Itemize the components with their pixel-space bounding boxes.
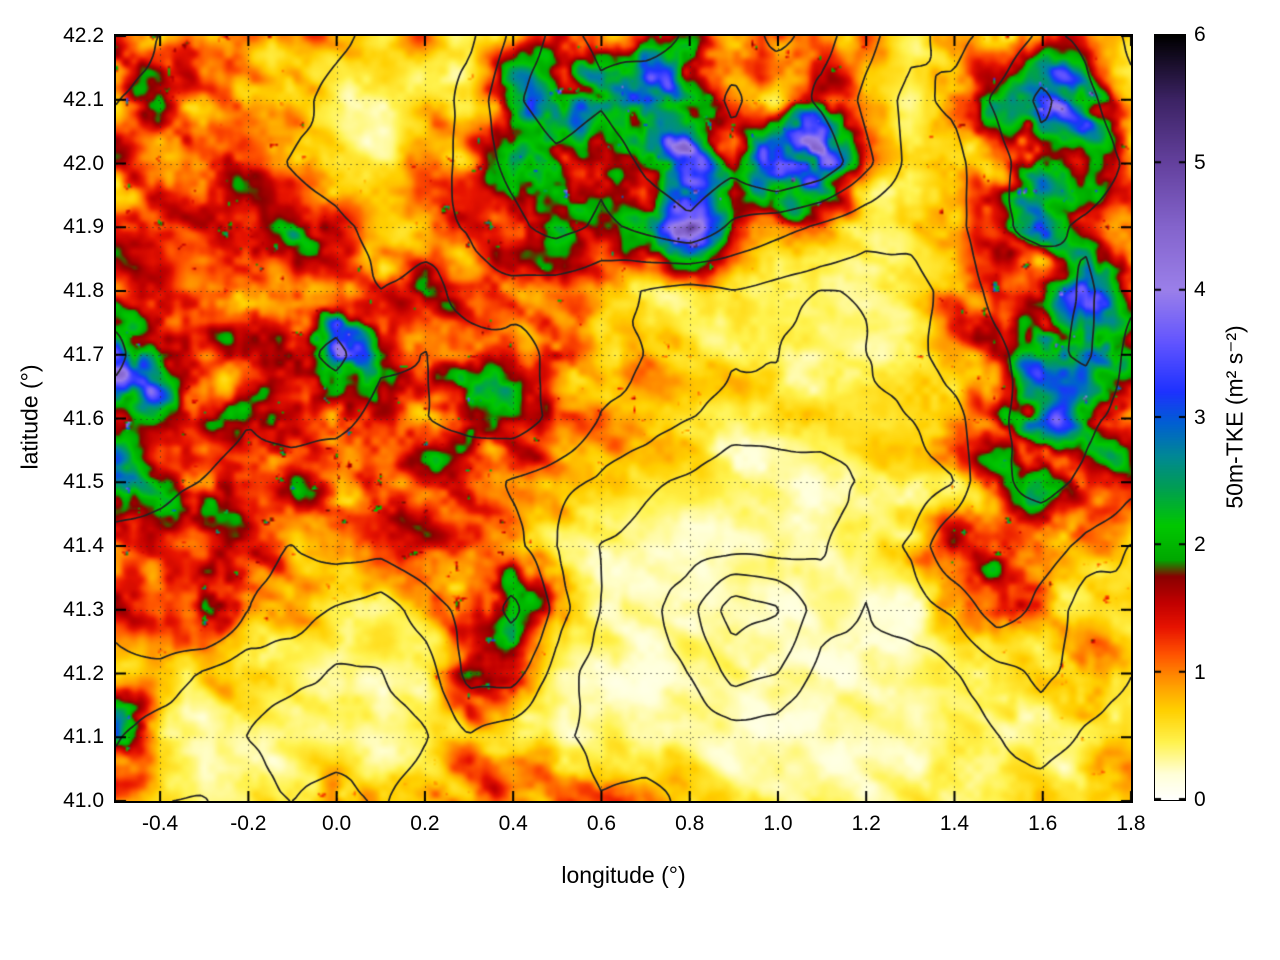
x-tick-label: 1.4	[939, 812, 970, 835]
colorbar-canvas	[1155, 35, 1185, 800]
y-tick-label: 42.2	[63, 24, 104, 47]
x-tick-label: 0.4	[498, 812, 528, 835]
y-tick-label: 41.8	[63, 279, 104, 302]
colorbar-tick-label: 3	[1194, 405, 1206, 429]
colorbar-tick-label: 6	[1194, 23, 1206, 46]
y-tick-label: 41.6	[63, 406, 104, 430]
x-tick-label: 0.0	[322, 812, 352, 835]
y-tick-label: 41.1	[63, 725, 104, 749]
x-tick-label: 1.0	[763, 812, 793, 835]
y-tick-label: 42.0	[63, 151, 104, 175]
y-tick-label: 41.3	[63, 597, 104, 621]
y-tick-label: 41.0	[63, 789, 104, 812]
y-axis-label: latitude (°)	[16, 364, 43, 470]
x-tick-label: 0.2	[410, 812, 440, 835]
colorbar-label: 50m-TKE (m² s⁻²)	[1221, 325, 1248, 509]
colorbar	[1154, 34, 1186, 801]
y-tick-label: 41.5	[63, 470, 104, 494]
y-tick-label: 42.1	[63, 87, 104, 111]
y-tick-label: 41.2	[63, 661, 104, 685]
x-tick-label: 0.6	[586, 812, 617, 835]
y-tick-label: 41.9	[63, 215, 104, 239]
x-tick-label: 1.2	[851, 812, 881, 835]
x-tick-label: 0.8	[675, 812, 705, 835]
y-tick-label: 41.4	[63, 534, 104, 557]
y-tick-label: 41.7	[63, 342, 104, 366]
colorbar-tick-label: 4	[1194, 278, 1206, 301]
plot-area	[114, 34, 1133, 803]
colorbar-tick-label: 1	[1194, 660, 1206, 684]
colorbar-tick-label: 5	[1194, 150, 1206, 174]
x-axis-label: longitude (°)	[561, 862, 686, 888]
colorbar-tick-label: 0	[1194, 788, 1206, 811]
colorbar-tick-label: 2	[1194, 533, 1206, 556]
x-tick-label: 1.8	[1116, 812, 1146, 835]
heatmap-canvas	[116, 36, 1131, 801]
x-tick-label: -0.4	[142, 812, 179, 835]
x-tick-label: -0.2	[230, 812, 267, 835]
x-tick-label: 1.6	[1028, 812, 1058, 835]
